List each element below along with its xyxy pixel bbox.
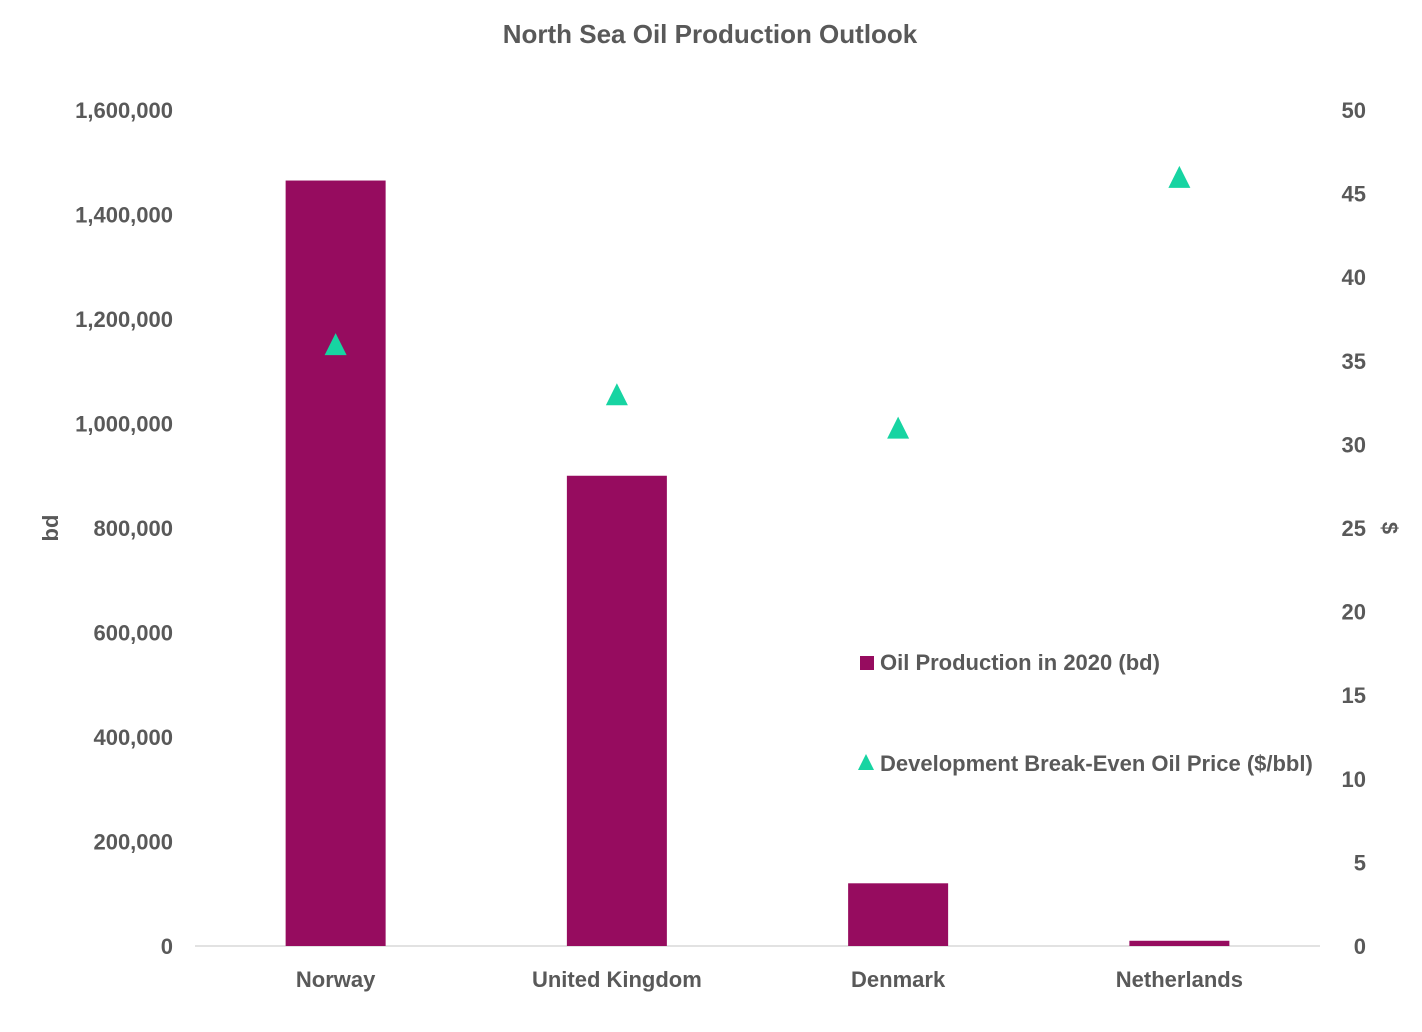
left-tick-label: 1,000,000: [75, 412, 173, 437]
left-tick-label: 1,600,000: [75, 98, 173, 123]
left-tick-label: 1,200,000: [75, 307, 173, 332]
right-tick-label: 35: [1342, 349, 1366, 374]
legend-bar-swatch: [860, 656, 874, 670]
chart-title: North Sea Oil Production Outlook: [503, 19, 918, 49]
legend: Oil Production in 2020 (bd) Development …: [858, 650, 1313, 776]
left-axis-label: bd: [38, 515, 63, 542]
left-tick-label: 200,000: [93, 830, 173, 855]
bar-united-kingdom: [566, 475, 667, 946]
bar-denmark: [848, 883, 949, 946]
marker-series: [324, 165, 1191, 439]
bar-series: [285, 180, 1230, 947]
right-tick-label: 15: [1342, 683, 1366, 708]
right-axis-ticks: 0 5 10 15 20 25 30 35 40 45 50: [1342, 98, 1366, 959]
left-tick-label: 800,000: [93, 516, 173, 541]
left-tick-label: 0: [161, 934, 173, 959]
right-tick-label: 20: [1342, 600, 1366, 625]
right-tick-label: 0: [1354, 934, 1366, 959]
left-tick-label: 400,000: [93, 725, 173, 750]
marker-netherlands: [1168, 165, 1191, 188]
right-tick-label: 45: [1342, 182, 1366, 207]
category-label: United Kingdom: [532, 967, 702, 992]
left-tick-label: 600,000: [93, 621, 173, 646]
marker-norway: [324, 333, 347, 356]
legend-marker-label: Development Break-Even Oil Price ($/bbl): [880, 751, 1313, 776]
right-axis-label: $: [1377, 522, 1402, 534]
left-axis-ticks: 0 200,000 400,000 600,000 800,000 1,000,000 1,…: [75, 98, 173, 959]
right-tick-label: 25: [1342, 516, 1366, 541]
category-label: Netherlands: [1116, 967, 1243, 992]
bar-norway: [285, 180, 386, 947]
right-tick-label: 30: [1342, 432, 1366, 457]
right-tick-label: 50: [1342, 98, 1366, 123]
right-tick-label: 5: [1354, 850, 1366, 875]
marker-denmark: [887, 416, 910, 439]
left-tick-label: 1,400,000: [75, 203, 173, 228]
legend-triangle-swatch: [858, 754, 874, 770]
category-label: Denmark: [851, 967, 946, 992]
marker-united-kingdom: [605, 383, 628, 406]
category-labels: Norway United Kingdom Denmark Netherlands: [296, 967, 1243, 992]
bar-netherlands: [1129, 940, 1230, 946]
right-tick-label: 40: [1342, 265, 1366, 290]
legend-bar-label: Oil Production in 2020 (bd): [880, 650, 1160, 675]
right-tick-label: 10: [1342, 767, 1366, 792]
category-label: Norway: [296, 967, 376, 992]
